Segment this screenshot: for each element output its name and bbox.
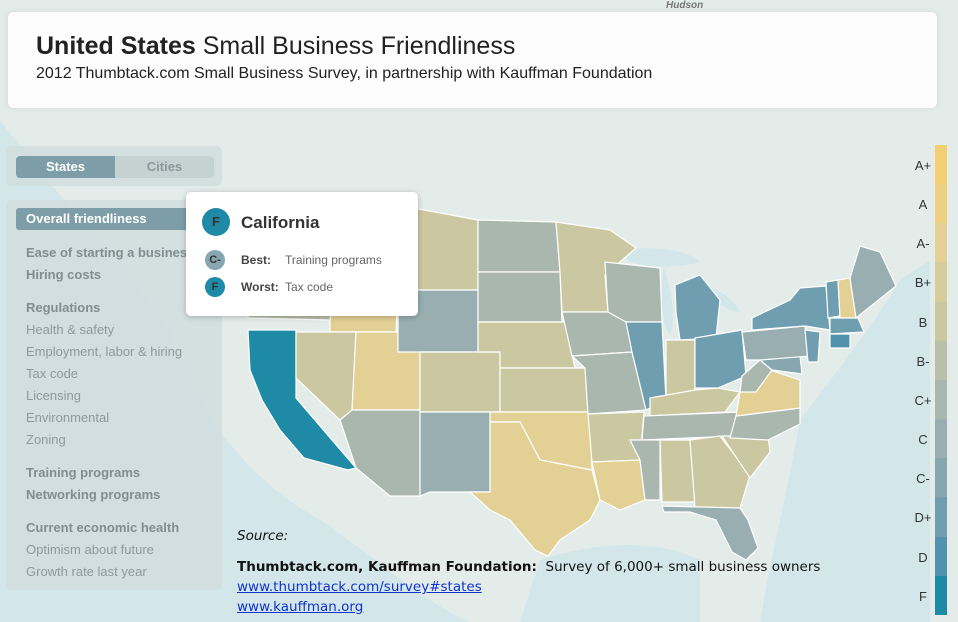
- atlantic: [760, 260, 930, 622]
- tab-cities[interactable]: Cities: [115, 156, 214, 178]
- state-connecticut[interactable]: [829, 333, 851, 349]
- legend-swatch: [935, 145, 947, 185]
- page-title: United States Small Business Friendlines…: [36, 32, 515, 61]
- legend-swatch: [935, 340, 947, 380]
- source-link-thumbtack[interactable]: www.thumbtack.com/survey#states: [237, 579, 482, 595]
- best-grade-badge: C-: [205, 250, 225, 270]
- sidebar-item-zoning[interactable]: Zoning: [26, 432, 66, 447]
- legend-label: B-: [916, 353, 930, 369]
- map-label-hudson: Hudson: [666, 0, 704, 11]
- legend-swatch: [935, 223, 947, 263]
- state-west-virginia[interactable]: [739, 359, 773, 393]
- state-texas[interactable]: [468, 421, 601, 557]
- worst-grade-badge: F: [205, 277, 225, 297]
- state-kansas[interactable]: [499, 367, 589, 413]
- legend-swatch: [935, 301, 947, 341]
- tab-states[interactable]: States: [16, 156, 115, 178]
- best-label: Best:: [241, 253, 272, 267]
- source-desc: Survey of 6,000+ small business owners: [545, 559, 821, 575]
- sidebar-item-health-safety[interactable]: Health & safety: [26, 322, 115, 337]
- legend-swatch: [935, 262, 947, 302]
- sidebar-item-hiring-costs[interactable]: Hiring costs: [26, 267, 102, 282]
- legend-label: C: [918, 432, 928, 448]
- legend-label: B+: [914, 275, 932, 291]
- sidebar-item-environmental[interactable]: Environmental: [26, 410, 110, 425]
- sidebar-item-regulations[interactable]: Regulations: [26, 300, 101, 315]
- state-popup: F California C- Best: Training programs …: [186, 192, 418, 316]
- sidebar-item-current-economic-health[interactable]: Current economic health: [26, 520, 180, 535]
- title-bold: United States: [36, 32, 196, 60]
- source-label: Source:: [237, 528, 289, 544]
- legend-label: A: [918, 197, 928, 213]
- state-colorado[interactable]: [419, 351, 501, 413]
- source-link-kauffman[interactable]: www.kauffman.org: [237, 599, 363, 615]
- link-thumbtack[interactable]: www.thumbtack.com/survey#states: [237, 579, 482, 595]
- sidebar-item-networking-programs[interactable]: Networking programs: [26, 487, 161, 502]
- state-south-dakota[interactable]: [477, 271, 563, 323]
- view-toggle-panel: States Cities: [6, 146, 222, 186]
- sidebar-item-growth-rate-last-year[interactable]: Growth rate last year: [26, 564, 147, 579]
- legend-swatch: [935, 458, 947, 498]
- sidebar-item-tax-code[interactable]: Tax code: [26, 366, 79, 381]
- sidebar-item-overall-friendliness[interactable]: Overall friendliness: [16, 208, 212, 230]
- state-name: California: [241, 213, 320, 232]
- source-description: Thumbtack.com, Kauffman Foundation: Surv…: [237, 559, 820, 575]
- sidebar-item-optimism-about-future[interactable]: Optimism about future: [26, 542, 154, 557]
- legend-label: C+: [914, 392, 932, 408]
- state-grade-badge: F: [202, 208, 230, 236]
- best-value: Training programs: [285, 253, 382, 267]
- legend-swatch: [935, 497, 947, 537]
- sidebar-item-licensing[interactable]: Licensing: [26, 388, 81, 403]
- legend-swatch: [935, 184, 947, 224]
- state-new-jersey[interactable]: [804, 329, 821, 363]
- legend-swatch: [935, 419, 947, 459]
- state-arkansas[interactable]: [587, 411, 645, 463]
- header-panel: United States Small Business Friendlines…: [8, 12, 937, 108]
- legend-swatch: [935, 575, 947, 615]
- gulf: [520, 545, 700, 622]
- sidebar-item-ease-of-starting-a-business[interactable]: Ease of starting a business: [26, 245, 195, 260]
- sidebar-item-training-programs[interactable]: Training programs: [26, 465, 141, 480]
- link-kauffman[interactable]: www.kauffman.org: [237, 599, 364, 615]
- worst-label: Worst:: [241, 280, 279, 294]
- worst-value: Tax code: [285, 280, 334, 294]
- view-toggle: States Cities: [16, 156, 214, 178]
- state-missouri[interactable]: [570, 351, 647, 415]
- state-new-mexico[interactable]: [419, 411, 491, 497]
- title-rest: Small Business Friendliness: [202, 32, 516, 60]
- legend-swatch: [935, 536, 947, 576]
- state-louisiana[interactable]: [591, 459, 646, 511]
- legend-label: B: [918, 314, 928, 330]
- legend-label: D+: [914, 510, 932, 526]
- state-maine[interactable]: [849, 245, 897, 320]
- legend-label: D: [918, 549, 928, 565]
- state-alabama[interactable]: [659, 439, 696, 503]
- sidebar-item-employment-labor-hiring[interactable]: Employment, labor & hiring: [26, 344, 183, 359]
- state-mississippi[interactable]: [629, 439, 661, 501]
- state-massachusetts[interactable]: [829, 317, 865, 335]
- state-wisconsin[interactable]: [604, 261, 663, 323]
- page-subtitle: 2012 Thumbtack.com Small Business Survey…: [36, 65, 653, 82]
- state-pennsylvania[interactable]: [741, 325, 811, 361]
- legend-label: A+: [914, 158, 932, 173]
- legend-swatch: [935, 379, 947, 420]
- legend-label: F: [919, 588, 927, 604]
- state-ohio[interactable]: [694, 329, 747, 389]
- state-georgia[interactable]: [689, 435, 751, 509]
- grade-legend: [935, 145, 947, 615]
- legend-label: A-: [916, 236, 930, 252]
- state-north-dakota[interactable]: [477, 219, 561, 273]
- state-florida[interactable]: [661, 505, 759, 561]
- legend-label: C-: [916, 471, 930, 487]
- source-org: Thumbtack.com, Kauffman Foundation:: [237, 559, 537, 575]
- state-indiana[interactable]: [665, 339, 696, 399]
